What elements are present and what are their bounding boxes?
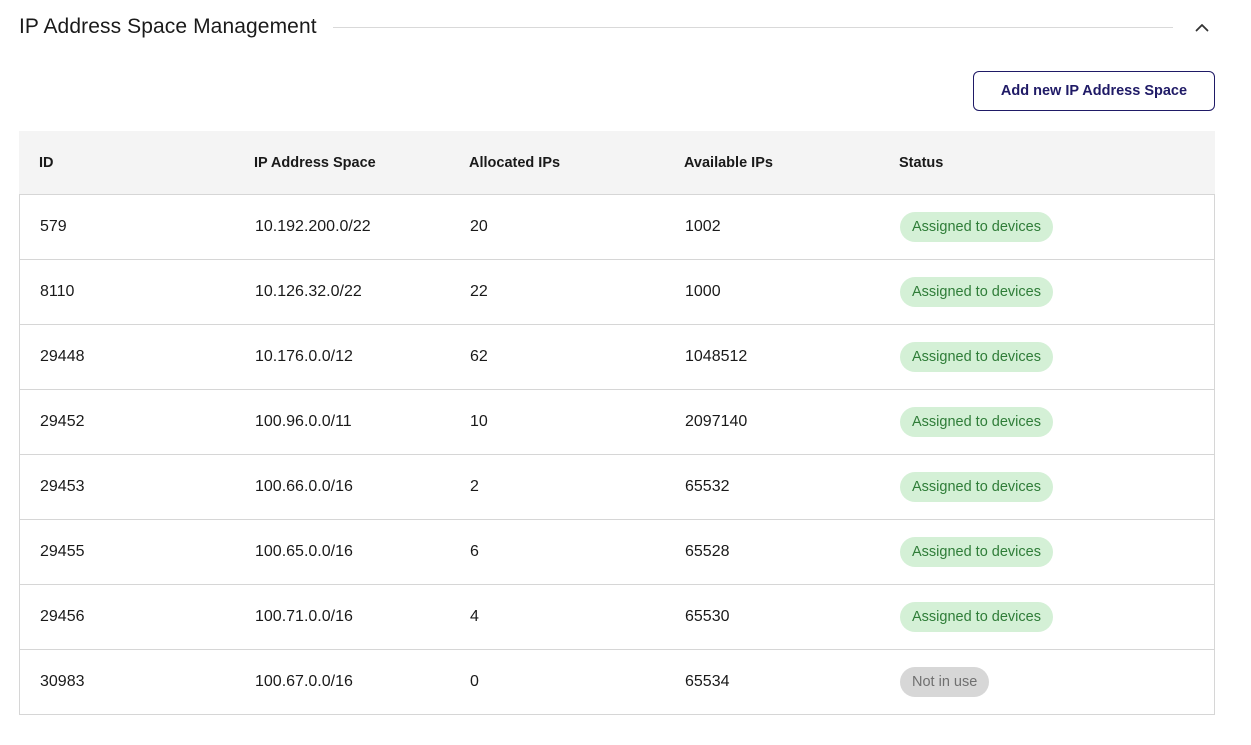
cell-id: 29452	[40, 413, 85, 430]
chevron-up-icon	[1195, 23, 1209, 31]
status-badge: Not in use	[900, 667, 990, 697]
status-badge: Assigned to devices	[900, 407, 1053, 437]
cell-allocated-ips: 2	[470, 478, 479, 495]
add-ip-address-space-button[interactable]: Add new IP Address Space	[973, 71, 1215, 111]
cell-id: 8110	[40, 283, 75, 300]
table-row[interactable]: 29455 100.65.0.0/16 6 65528 Assigned to …	[20, 520, 1214, 585]
status-badge: Assigned to devices	[900, 342, 1053, 372]
cell-available-ips: 65528	[685, 543, 730, 560]
status-badge: Assigned to devices	[900, 472, 1053, 502]
column-header-id[interactable]: ID	[39, 154, 54, 171]
cell-allocated-ips: 6	[470, 543, 479, 560]
status-badge: Assigned to devices	[900, 277, 1053, 307]
cell-ip-address-space: 10.126.32.0/22	[255, 283, 362, 300]
cell-allocated-ips: 20	[470, 218, 488, 235]
status-badge: Assigned to devices	[900, 537, 1053, 567]
section-header: IP Address Space Management	[19, 10, 1215, 44]
cell-available-ips: 1000	[685, 283, 721, 300]
cell-ip-address-space: 10.192.200.0/22	[255, 218, 371, 235]
column-header-ip-address-space[interactable]: IP Address Space	[254, 154, 376, 171]
table-row[interactable]: 29453 100.66.0.0/16 2 65532 Assigned to …	[20, 455, 1214, 520]
table-row[interactable]: 29456 100.71.0.0/16 4 65530 Assigned to …	[20, 585, 1214, 650]
column-header-available-ips[interactable]: Available IPs	[684, 154, 773, 171]
cell-status: Assigned to devices	[900, 407, 1200, 437]
cell-status: Assigned to devices	[900, 342, 1200, 372]
collapse-section-button[interactable]	[1191, 16, 1213, 38]
cell-allocated-ips: 10	[470, 413, 488, 430]
cell-id: 29453	[40, 478, 85, 495]
cell-allocated-ips: 4	[470, 608, 479, 625]
cell-ip-address-space: 100.71.0.0/16	[255, 608, 353, 625]
cell-status: Assigned to devices	[900, 277, 1200, 307]
table-header: ID IP Address Space Allocated IPs Availa…	[19, 131, 1215, 195]
cell-id: 29456	[40, 608, 85, 625]
cell-status: Assigned to devices	[900, 472, 1200, 502]
cell-id: 29448	[40, 348, 85, 365]
cell-id: 579	[40, 218, 67, 235]
ip-address-space-table: ID IP Address Space Allocated IPs Availa…	[19, 131, 1215, 715]
page-title: IP Address Space Management	[19, 15, 317, 38]
cell-id: 29455	[40, 543, 85, 560]
cell-available-ips: 65534	[685, 673, 730, 690]
cell-allocated-ips: 62	[470, 348, 488, 365]
table-row[interactable]: 8110 10.126.32.0/22 22 1000 Assigned to …	[20, 260, 1214, 325]
cell-ip-address-space: 10.176.0.0/12	[255, 348, 353, 365]
cell-status: Assigned to devices	[900, 212, 1200, 242]
column-header-allocated-ips[interactable]: Allocated IPs	[469, 154, 561, 171]
table-row[interactable]: 29448 10.176.0.0/12 62 1048512 Assigned …	[20, 325, 1214, 390]
table-row[interactable]: 579 10.192.200.0/22 20 1002 Assigned to …	[20, 195, 1214, 260]
cell-allocated-ips: 22	[470, 283, 488, 300]
header-divider	[332, 26, 1173, 28]
cell-available-ips: 1002	[685, 218, 721, 235]
column-header-status[interactable]: Status	[899, 154, 944, 171]
table-row[interactable]: 30983 100.67.0.0/16 0 65534 Not in use	[20, 650, 1214, 715]
cell-available-ips: 2097140	[685, 413, 748, 430]
cell-ip-address-space: 100.67.0.0/16	[255, 673, 353, 690]
cell-available-ips: 65530	[685, 608, 730, 625]
cell-status: Not in use	[900, 667, 1200, 697]
cell-ip-address-space: 100.65.0.0/16	[255, 543, 353, 560]
cell-status: Assigned to devices	[900, 537, 1200, 567]
cell-allocated-ips: 0	[470, 673, 479, 690]
cell-available-ips: 65532	[685, 478, 730, 495]
status-badge: Assigned to devices	[900, 212, 1053, 242]
table-row[interactable]: 29452 100.96.0.0/11 10 2097140 Assigned …	[20, 390, 1214, 455]
cell-ip-address-space: 100.66.0.0/16	[255, 478, 353, 495]
cell-available-ips: 1048512	[685, 348, 748, 365]
table-body: 579 10.192.200.0/22 20 1002 Assigned to …	[19, 195, 1215, 715]
cell-status: Assigned to devices	[900, 602, 1200, 632]
status-badge: Assigned to devices	[900, 602, 1053, 632]
cell-ip-address-space: 100.96.0.0/11	[255, 413, 352, 430]
cell-id: 30983	[40, 673, 85, 690]
